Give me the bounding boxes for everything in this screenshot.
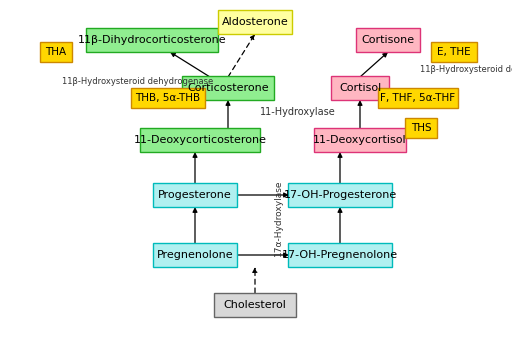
Text: THB, 5α-THB: THB, 5α-THB [136, 93, 201, 103]
Text: 17α-Hydroxylase: 17α-Hydroxylase [273, 180, 283, 256]
Text: 11-Hydroxylase: 11-Hydroxylase [260, 107, 336, 117]
FancyBboxPatch shape [356, 28, 420, 52]
FancyBboxPatch shape [153, 243, 237, 267]
Text: Aldosterone: Aldosterone [222, 17, 288, 27]
Text: 17-OH-Pregnenolone: 17-OH-Pregnenolone [282, 250, 398, 260]
Text: Progesterone: Progesterone [158, 190, 232, 200]
FancyBboxPatch shape [140, 128, 260, 152]
Text: 11β-Hydroxysteroid dehydrogenase: 11β-Hydroxysteroid dehydrogenase [420, 66, 512, 75]
Text: THA: THA [46, 47, 67, 57]
Text: 11-Deoxycortisol: 11-Deoxycortisol [313, 135, 407, 145]
FancyBboxPatch shape [405, 118, 437, 138]
FancyBboxPatch shape [182, 76, 274, 100]
Text: 11β-Hydroxysteroid dehydrogenase: 11β-Hydroxysteroid dehydrogenase [62, 78, 214, 87]
Text: Cortisone: Cortisone [361, 35, 415, 45]
FancyBboxPatch shape [314, 128, 406, 152]
Text: Pregnenolone: Pregnenolone [157, 250, 233, 260]
FancyBboxPatch shape [288, 243, 392, 267]
Text: 11β-Dihydrocorticosterone: 11β-Dihydrocorticosterone [78, 35, 226, 45]
FancyBboxPatch shape [218, 10, 292, 34]
Text: Cholesterol: Cholesterol [224, 300, 286, 310]
FancyBboxPatch shape [86, 28, 218, 52]
Text: Cortisol: Cortisol [339, 83, 381, 93]
Text: 11-Deoxycorticosterone: 11-Deoxycorticosterone [134, 135, 267, 145]
Text: F, THF, 5α-THF: F, THF, 5α-THF [380, 93, 456, 103]
FancyBboxPatch shape [431, 42, 477, 62]
Text: 17-OH-Progesterone: 17-OH-Progesterone [283, 190, 397, 200]
Text: E, THE: E, THE [437, 47, 471, 57]
FancyBboxPatch shape [131, 88, 205, 108]
FancyBboxPatch shape [288, 183, 392, 207]
FancyBboxPatch shape [331, 76, 389, 100]
FancyBboxPatch shape [214, 293, 296, 317]
Text: THS: THS [411, 123, 431, 133]
FancyBboxPatch shape [40, 42, 72, 62]
FancyBboxPatch shape [153, 183, 237, 207]
Text: Corticosterone: Corticosterone [187, 83, 269, 93]
FancyBboxPatch shape [378, 88, 458, 108]
